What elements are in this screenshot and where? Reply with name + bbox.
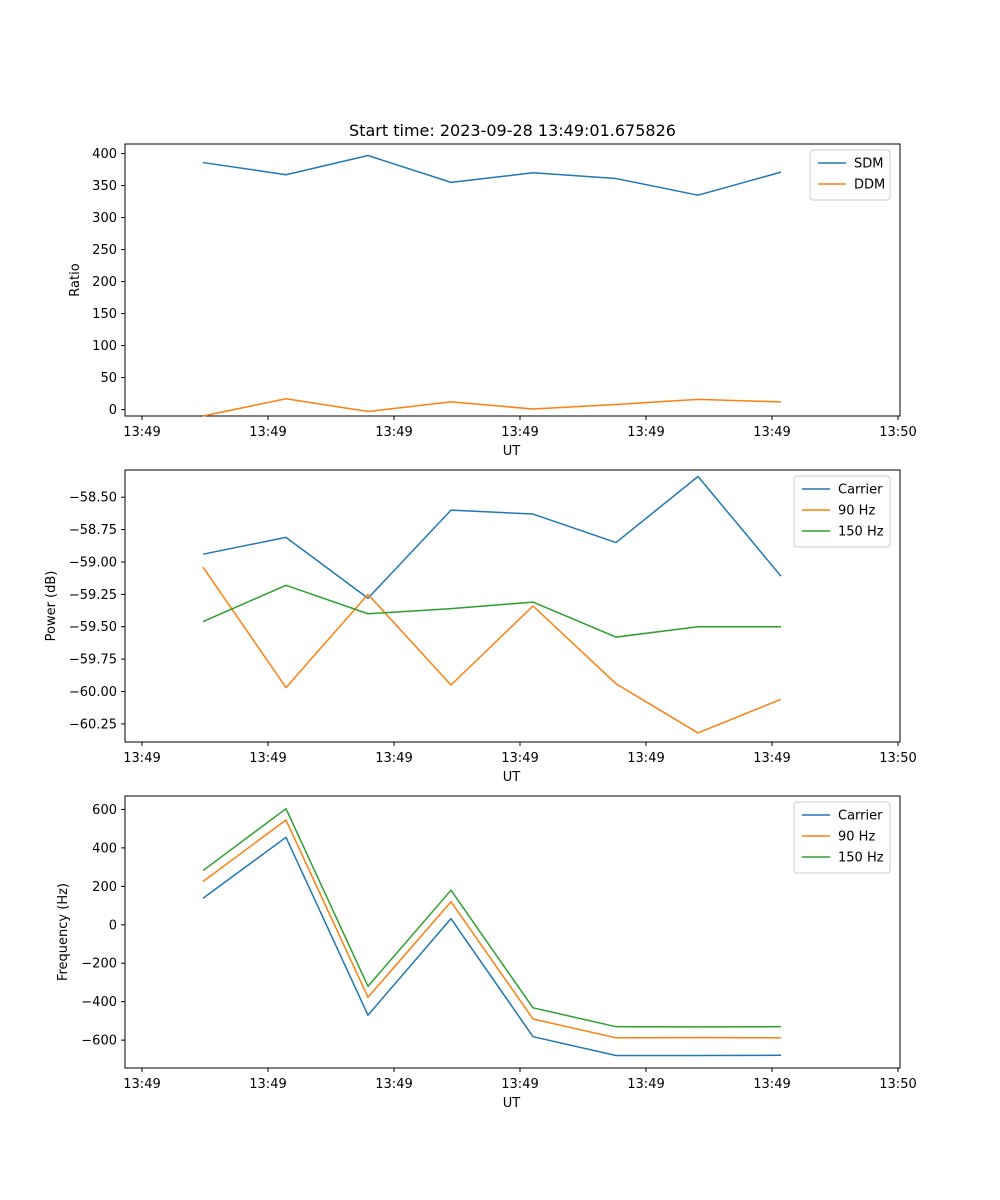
- axes-frame: [124, 143, 901, 417]
- series-line-sdm: [202, 154, 782, 196]
- x-tick-label: 13:50: [879, 425, 916, 440]
- y-tick-label: −58.50: [69, 491, 117, 506]
- x-tick-label: 13:49: [501, 751, 538, 766]
- legend-label: 90 Hz: [838, 830, 875, 845]
- y-tick-label: 150: [92, 307, 117, 322]
- x-tick-label: 13:49: [753, 751, 790, 766]
- x-tick-label: 13:49: [249, 425, 286, 440]
- y-axis-label: Power (dB): [44, 571, 59, 642]
- x-tick-label: 13:49: [123, 1077, 160, 1092]
- y-tick-label: 250: [92, 243, 117, 258]
- x-axis-label: UT: [503, 1096, 521, 1111]
- legend-label: 150 Hz: [838, 525, 884, 540]
- y-tick-label: 0: [109, 918, 117, 933]
- legend-label: Carrier: [838, 809, 883, 824]
- x-tick-label: 13:49: [249, 1077, 286, 1092]
- y-tick-label: 50: [100, 371, 117, 386]
- legend-label: 150 Hz: [838, 851, 884, 866]
- y-tick-label: −400: [81, 995, 117, 1010]
- axes-frame: [124, 469, 901, 743]
- subplot-2: 13:49 13:49 13:49 13:49 13:49 13:49 13:50 −60.2…: [44, 469, 917, 785]
- x-tick-label: 13:49: [249, 751, 286, 766]
- series-line-150-hz: [202, 807, 782, 1028]
- x-tick-label: 13:49: [123, 751, 160, 766]
- y-tick-label: 400: [92, 147, 117, 162]
- x-tick-label: 13:50: [879, 751, 916, 766]
- y-tick-label: 200: [92, 275, 117, 290]
- y-tick-label: −200: [81, 957, 117, 972]
- y-axis-label: Ratio: [68, 263, 83, 296]
- x-tick-label: 13:49: [375, 1077, 412, 1092]
- legend: [793, 475, 891, 548]
- y-tick-label: −59.00: [69, 555, 117, 570]
- chart-title: Start time: 2023-09-28 13:49:01.675826: [349, 121, 676, 140]
- axes-frame: [124, 795, 901, 1069]
- x-tick-label: 13:49: [501, 425, 538, 440]
- series-line-ddm: [202, 397, 782, 417]
- series-line-150-hz: [202, 584, 781, 638]
- x-tick-label: 13:49: [375, 751, 412, 766]
- x-tick-label: 13:49: [501, 1077, 538, 1092]
- y-tick-label: 400: [92, 841, 117, 856]
- y-tick-label: −59.75: [69, 653, 117, 668]
- legend-label: DDM: [854, 178, 885, 193]
- x-axis-label: UT: [503, 770, 521, 785]
- x-tick-label: 13:49: [753, 1077, 790, 1092]
- y-tick-label: 350: [92, 179, 117, 194]
- x-tick-label: 13:50: [879, 1077, 916, 1092]
- series-line-carrier: [202, 475, 782, 599]
- y-tick-label: −58.75: [69, 523, 117, 538]
- legend: [793, 801, 891, 874]
- y-tick-label: −59.50: [69, 620, 117, 635]
- legend-label: Carrier: [838, 483, 883, 498]
- y-axis-label: Frequency (Hz): [56, 883, 71, 981]
- x-axis-label: UT: [503, 444, 521, 459]
- x-tick-label: 13:49: [627, 751, 664, 766]
- y-tick-label: −600: [81, 1034, 117, 1049]
- y-tick-label: −60.25: [69, 717, 117, 732]
- x-tick-label: 13:49: [627, 425, 664, 440]
- subplot-1: Start time: 2023-09-28 13:49:01.675826 13…: [68, 121, 917, 459]
- y-tick-label: 200: [92, 880, 117, 895]
- legend-label: 90 Hz: [838, 504, 875, 519]
- x-tick-label: 13:49: [123, 425, 160, 440]
- series-line-90-hz: [202, 566, 782, 734]
- y-tick-label: 300: [92, 211, 117, 226]
- y-tick-label: −60.00: [69, 685, 117, 700]
- y-tick-label: 100: [92, 339, 117, 354]
- y-tick-label: 0: [109, 403, 117, 418]
- y-tick-label: −59.25: [69, 588, 117, 603]
- legend-label: SDM: [854, 157, 883, 172]
- x-tick-label: 13:49: [375, 425, 412, 440]
- x-tick-label: 13:49: [753, 425, 790, 440]
- series-line-carrier: [202, 836, 782, 1057]
- y-tick-label: 600: [92, 803, 117, 818]
- series-line-90-hz: [202, 819, 782, 1039]
- x-tick-label: 13:49: [627, 1077, 664, 1092]
- subplot-3: 13:49 13:49 13:49 13:49 13:49 13:49 13:50 −600 −…: [56, 795, 917, 1111]
